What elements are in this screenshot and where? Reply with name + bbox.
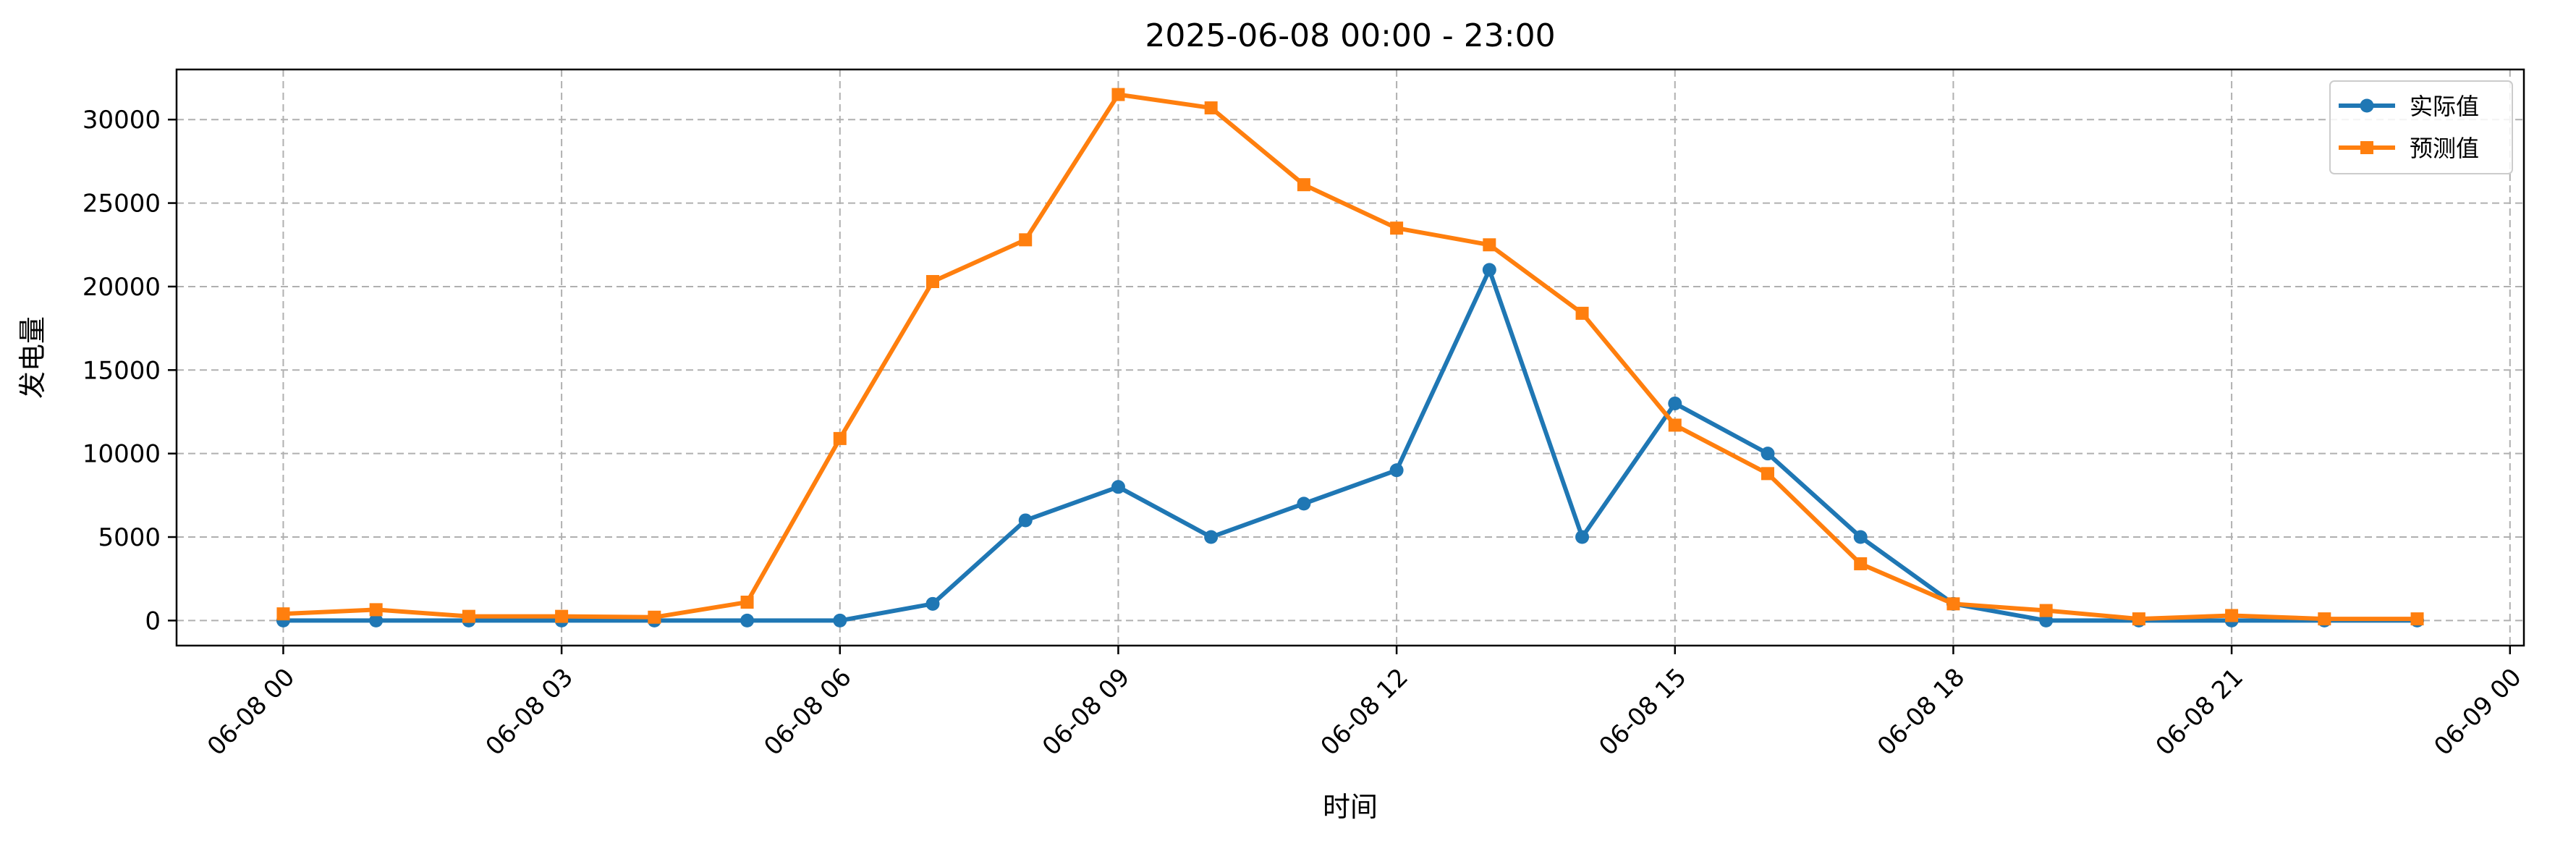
data-point-1 (926, 275, 940, 289)
legend-label-1: 预测值 (2410, 135, 2479, 162)
x-tick-label: 06-08 21 (2151, 663, 2249, 761)
data-point-0 (1018, 513, 1033, 528)
data-point-1 (833, 431, 847, 445)
legend-marker-1 (2360, 141, 2373, 154)
data-point-1 (2225, 609, 2239, 622)
data-point-0 (925, 596, 940, 611)
grid (177, 69, 2524, 646)
data-point-1 (1019, 233, 1033, 247)
data-point-1 (648, 610, 661, 624)
data-point-1 (276, 607, 290, 621)
data-point-1 (1668, 418, 1682, 432)
y-axis-label: 发电量 (17, 316, 48, 399)
x-tick-label: 06-08 03 (480, 663, 579, 761)
data-point-1 (2318, 612, 2331, 626)
x-tick-label: 06-08 06 (758, 663, 857, 761)
data-point-1 (1854, 557, 1868, 570)
data-point-1 (2132, 612, 2145, 626)
legend-marker-0 (2360, 98, 2374, 113)
data-point-0 (740, 613, 755, 627)
data-point-1 (1761, 467, 1774, 481)
y-tick-label: 20000 (82, 273, 161, 302)
data-point-1 (1111, 88, 1125, 101)
series-layer (276, 88, 2425, 627)
data-point-0 (1111, 480, 1125, 494)
data-point-1 (1297, 178, 1310, 192)
data-point-0 (1853, 530, 1868, 544)
plot-frame (175, 68, 2525, 647)
y-tick-label: 25000 (82, 190, 161, 219)
data-point-1 (462, 609, 475, 623)
data-point-1 (1483, 238, 1496, 252)
data-point-1 (2039, 604, 2053, 617)
x-tick-label: 06-08 15 (1593, 663, 1692, 761)
data-point-1 (1575, 306, 1589, 320)
series-line-1 (283, 92, 2418, 622)
data-point-1 (1390, 221, 1404, 235)
y-tick-label: 15000 (82, 356, 161, 385)
data-point-0 (1482, 263, 1496, 277)
x-tick-label: 06-08 09 (1037, 663, 1135, 761)
data-point-0 (1668, 396, 1682, 410)
chart-title: 2025-06-08 00:00 - 23:00 (1145, 17, 1555, 54)
y-tick-label: 0 (145, 607, 161, 635)
data-point-1 (740, 596, 754, 609)
data-point-0 (2039, 613, 2054, 627)
data-point-1 (1946, 597, 1960, 611)
legend-label-0: 实际值 (2410, 93, 2479, 120)
y-tick-label: 5000 (98, 523, 161, 552)
data-point-0 (1761, 447, 1775, 461)
series-line-0 (283, 267, 2418, 623)
data-point-0 (833, 613, 847, 627)
y-tick-label: 30000 (82, 106, 161, 135)
data-point-0 (1389, 463, 1404, 478)
data-point-1 (369, 603, 383, 617)
x-axis-label: 时间 (1323, 791, 1378, 823)
data-point-1 (555, 609, 569, 623)
data-point-0 (1204, 530, 1219, 544)
axes: 06-08 00 06-08 03 06-08 06 06-08 09 06-08 12… (82, 106, 2528, 761)
data-point-1 (2410, 612, 2424, 626)
data-point-1 (1204, 101, 1218, 115)
x-tick-label: 06-08 00 (202, 663, 300, 761)
x-tick-label: 06-08 12 (1315, 663, 1414, 761)
data-point-0 (1297, 496, 1311, 511)
data-point-0 (369, 613, 384, 627)
x-tick-label: 06-08 18 (1872, 663, 1970, 761)
y-tick-label: 10000 (82, 440, 161, 469)
data-point-0 (1575, 530, 1590, 544)
x-tick-label: 06-09 00 (2428, 663, 2527, 761)
